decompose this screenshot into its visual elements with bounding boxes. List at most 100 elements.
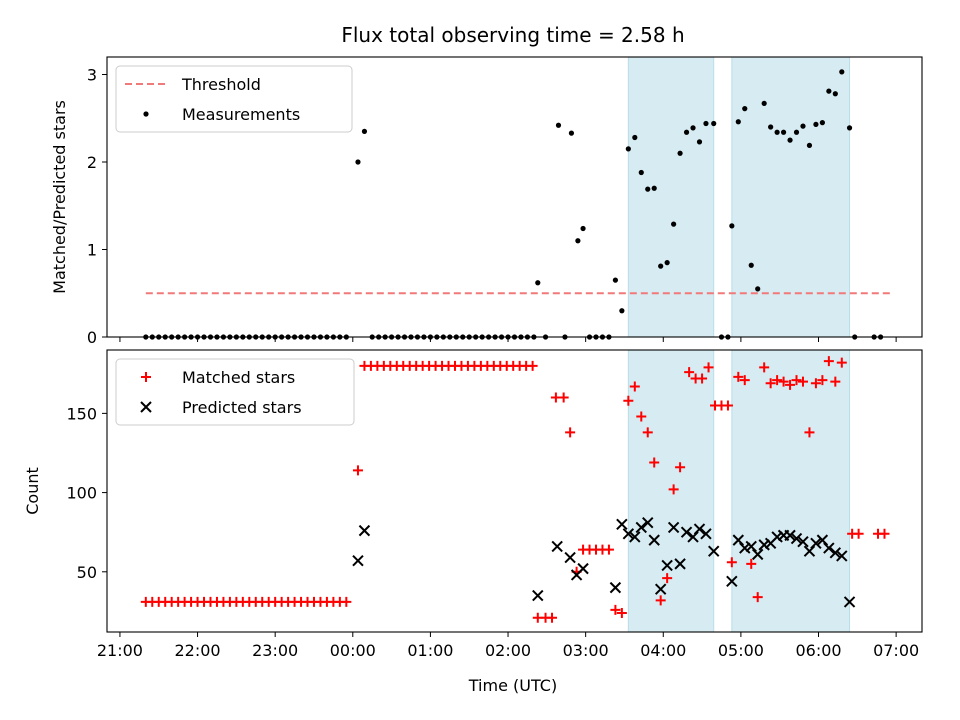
measurement-point xyxy=(703,120,709,127)
predicted-star-point xyxy=(635,521,647,534)
observing-interval-2 xyxy=(731,349,851,633)
y-tick-label: 3 xyxy=(87,66,97,85)
observing-interval-2 xyxy=(731,56,851,338)
matched-star-point xyxy=(759,362,770,373)
predicted-star-point xyxy=(352,555,364,567)
measurement-point xyxy=(774,129,780,135)
matched-star-point xyxy=(830,376,841,387)
predicted-star-point xyxy=(732,534,745,546)
predicted-star-point xyxy=(532,589,544,602)
matched-star-point xyxy=(668,484,679,495)
x-axis-label: Time (UTC) xyxy=(468,676,557,695)
matched-star-point xyxy=(836,357,847,368)
series-predicted-stars xyxy=(352,516,856,608)
measurement-point xyxy=(690,125,696,131)
predicted-star-point xyxy=(629,531,641,543)
matched-star-point xyxy=(662,573,673,584)
measurement-point xyxy=(735,119,741,125)
y-tick-label: 0 xyxy=(87,328,97,347)
measurement-point xyxy=(806,142,813,148)
measurement-point xyxy=(819,120,825,126)
matched-star-point xyxy=(804,427,815,438)
matched-star-point xyxy=(636,411,647,422)
measurement-point xyxy=(580,225,586,232)
matched-star-point xyxy=(352,465,363,476)
predicted-star-point xyxy=(654,583,667,595)
matched-star-point xyxy=(739,375,750,386)
matched-star-point xyxy=(684,367,695,378)
x-tick-label: 23:00 xyxy=(252,641,298,660)
observing-interval-1 xyxy=(627,56,715,338)
matched-star-point xyxy=(623,395,634,406)
legend-x-swatch xyxy=(140,401,152,413)
y-tick-label: 150 xyxy=(66,404,97,423)
predicted-star-point xyxy=(661,559,673,572)
measurement-point xyxy=(729,223,735,229)
measurement-point xyxy=(555,122,562,128)
y-tick-label: 1 xyxy=(87,241,97,260)
measurement-point xyxy=(826,88,832,94)
matched-star-point xyxy=(797,376,808,387)
matched-star-point xyxy=(675,462,686,473)
predicted-star-point xyxy=(829,547,842,559)
matched-star-point xyxy=(610,604,621,615)
predicted-star-point xyxy=(784,529,796,542)
measurement-point xyxy=(632,134,638,141)
measurement-point xyxy=(677,150,683,156)
measurement-point xyxy=(683,129,690,135)
measurement-point xyxy=(645,186,651,192)
matched-star-point xyxy=(765,378,776,389)
matched-star-point xyxy=(817,375,828,386)
predicted-star-point xyxy=(667,521,680,534)
matched-star-point xyxy=(341,596,352,607)
predicted-star-point xyxy=(642,516,654,529)
measurement-point xyxy=(355,159,361,165)
predicted-star-point xyxy=(680,526,693,538)
measurement-point xyxy=(361,128,368,134)
predicted-star-point xyxy=(648,534,660,546)
measurement-point xyxy=(664,260,670,266)
measurement-point xyxy=(612,277,619,283)
x-tick-label: 01:00 xyxy=(407,641,453,660)
measurement-point xyxy=(742,106,748,112)
predicted-star-point xyxy=(564,551,576,564)
predicted-star-point xyxy=(687,531,699,543)
x-tick-label: 06:00 xyxy=(795,641,841,660)
measurement-point xyxy=(696,139,703,145)
legend-dot-swatch xyxy=(143,111,149,117)
matched-star-point xyxy=(655,595,666,606)
matched-star-point xyxy=(778,376,789,387)
predicted-star-point xyxy=(674,558,686,570)
legend-entry-label: Matched stars xyxy=(182,368,295,387)
y-tick-label: 100 xyxy=(66,484,97,503)
matched-star-point xyxy=(785,379,796,390)
measurement-point xyxy=(755,286,761,292)
predicted-star-point xyxy=(803,545,816,557)
x-tick-label: 07:00 xyxy=(873,641,919,660)
predicted-star-point xyxy=(616,518,628,530)
top-y-axis-label: Matched/Predicted stars xyxy=(50,100,69,294)
matched-star-point xyxy=(853,528,864,539)
predicted-star-point xyxy=(745,540,757,553)
predicted-star-point xyxy=(843,596,856,608)
measurement-point xyxy=(793,129,800,135)
series-matched-stars xyxy=(140,356,890,623)
matched-star-point xyxy=(879,528,890,539)
measurement-point xyxy=(761,100,767,106)
y-tick-label: 50 xyxy=(77,563,97,582)
matched-star-point xyxy=(649,457,660,468)
y-tick-label: 2 xyxy=(87,153,97,172)
legend-entry-label: Threshold xyxy=(181,75,261,94)
predicted-star-point xyxy=(836,550,848,562)
predicted-star-point xyxy=(693,523,706,535)
measurement-point xyxy=(780,129,787,135)
matched-star-point xyxy=(733,371,744,382)
matched-star-point xyxy=(527,360,538,371)
top-axes-frame xyxy=(106,56,923,338)
x-tick-label: 05:00 xyxy=(718,641,764,660)
measurement-point xyxy=(671,221,677,227)
measurement-point xyxy=(813,121,819,127)
legend-plus-swatch xyxy=(141,372,151,382)
predicted-star-point xyxy=(700,528,712,540)
measurement-point xyxy=(625,146,631,152)
